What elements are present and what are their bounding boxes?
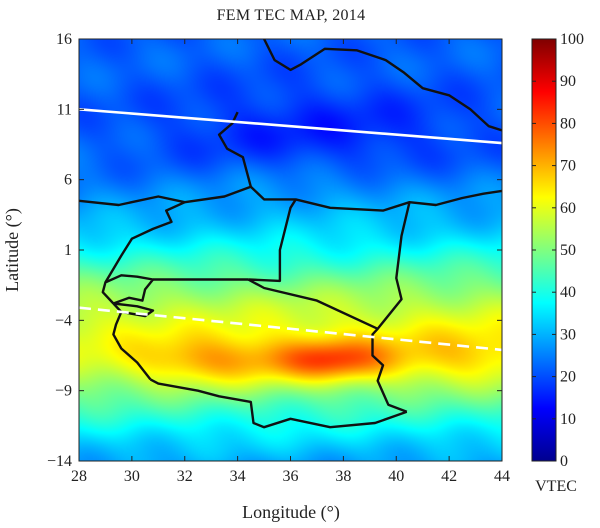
colorbar-tick-label: 50 bbox=[560, 242, 576, 259]
plot-area bbox=[79, 39, 502, 461]
boundary-segment bbox=[79, 185, 502, 212]
x-tick-label: 42 bbox=[441, 468, 457, 485]
colorbar-tick-label: 70 bbox=[560, 158, 576, 175]
y-tick-label: −9 bbox=[55, 383, 72, 400]
boundary-segment bbox=[101, 274, 155, 305]
x-tick-label: 36 bbox=[283, 468, 299, 485]
y-tick-label: −14 bbox=[47, 453, 72, 470]
colorbar-tick-label: 20 bbox=[560, 369, 576, 386]
colorbar-ticks: 0 10 20 30 40 50 60 70 80 90 100 bbox=[532, 31, 584, 470]
colorbar-tick-label: 60 bbox=[560, 200, 576, 217]
y-tick-label: 11 bbox=[57, 101, 72, 118]
colorbar-label: VTEC bbox=[535, 478, 577, 495]
x-tick-label: 34 bbox=[230, 468, 246, 485]
colorbar-tick-label: 90 bbox=[560, 73, 576, 90]
x-tick-label: 38 bbox=[335, 468, 351, 485]
boundary-segment bbox=[371, 201, 411, 413]
x-tick-label: 40 bbox=[388, 468, 404, 485]
country-boundaries bbox=[79, 39, 502, 429]
dashed-line bbox=[79, 306, 502, 352]
colorbar-tick-label: 30 bbox=[560, 326, 576, 343]
x-tick-label: 32 bbox=[177, 468, 193, 485]
colorbar-tick-label: 80 bbox=[560, 115, 576, 132]
colorbar-tick-label: 10 bbox=[560, 411, 576, 428]
colorbar-tick-label: 100 bbox=[560, 31, 584, 48]
overlay-lines bbox=[79, 108, 502, 352]
boundary-segment bbox=[247, 278, 379, 330]
solid-line bbox=[79, 108, 502, 145]
x-tick-label: 28 bbox=[71, 468, 87, 485]
vtec-heatmap bbox=[79, 39, 502, 461]
y-tick-label: 6 bbox=[64, 172, 72, 189]
x-axis-label: Longitude (°) bbox=[242, 502, 340, 523]
colorbar-tick-label: 0 bbox=[560, 453, 568, 470]
colorbar-tick-label: 40 bbox=[560, 284, 576, 301]
x-tick-label: 44 bbox=[494, 468, 510, 485]
boundary-segment bbox=[263, 39, 502, 132]
boundary-segment bbox=[149, 378, 408, 429]
y-tick-label: −4 bbox=[55, 312, 72, 329]
x-axis-ticks: 28 30 32 34 36 38 40 42 44 bbox=[71, 39, 510, 485]
boundary-segment bbox=[104, 201, 186, 284]
boundary-segment bbox=[248, 198, 297, 283]
x-tick-label: 30 bbox=[124, 468, 140, 485]
chart-title: FEM TEC MAP, 2014 bbox=[217, 7, 366, 24]
y-tick-label: 1 bbox=[64, 242, 72, 259]
y-axis-label: Latitude (°) bbox=[2, 208, 23, 292]
y-axis-ticks: 16 11 6 1 −4 −9 −14 bbox=[47, 31, 502, 470]
y-tick-label: 16 bbox=[56, 31, 72, 48]
